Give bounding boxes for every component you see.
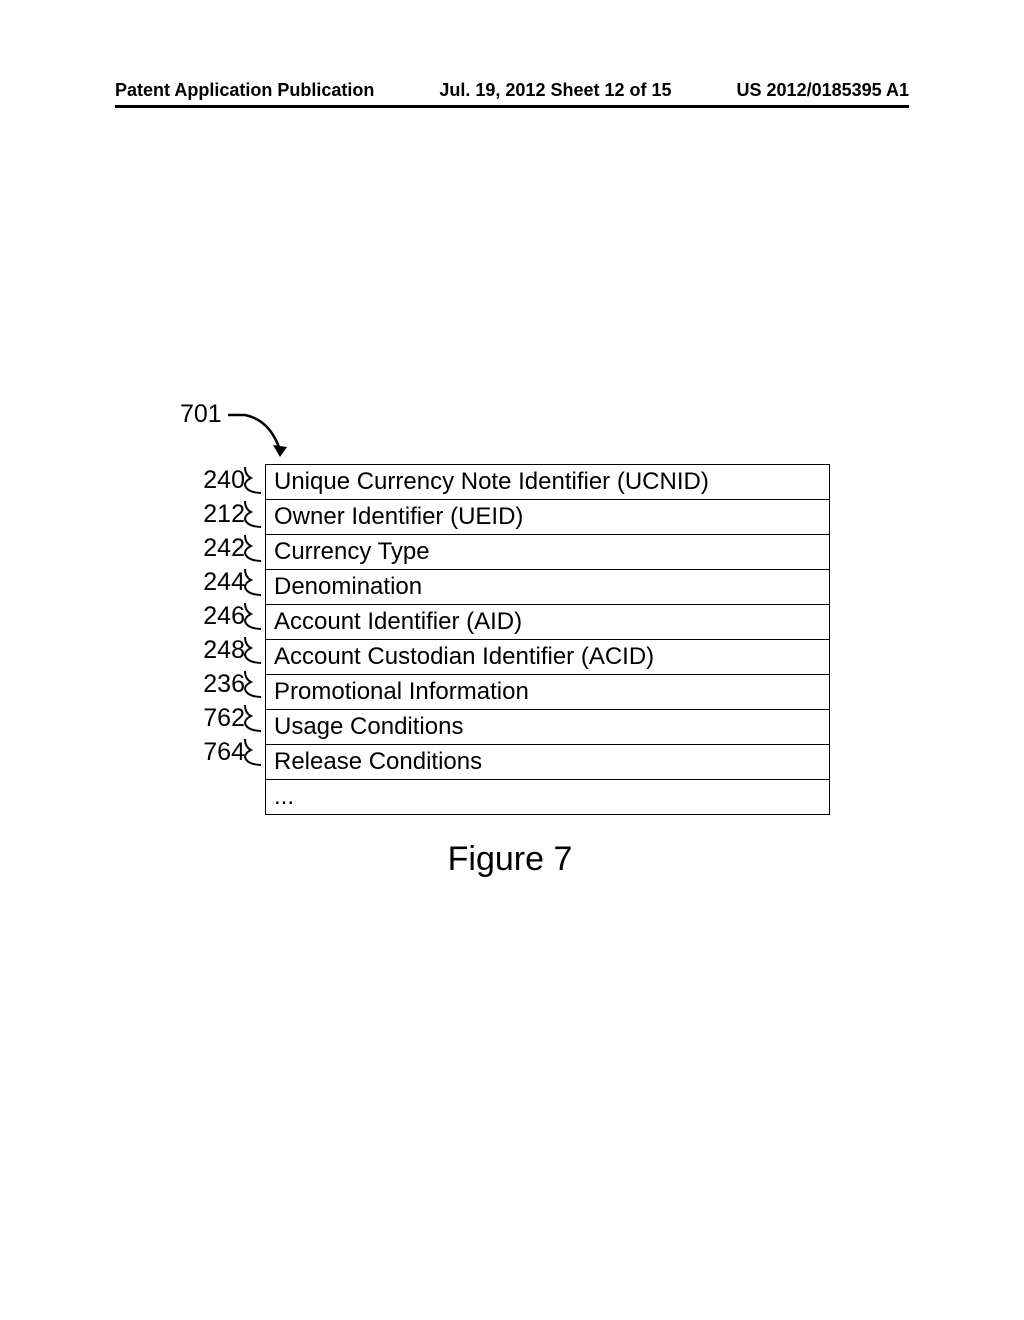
reference-numeral: 762 xyxy=(190,704,245,733)
page-header: Patent Application Publication Jul. 19, … xyxy=(0,80,1024,108)
table-cell: Promotional Information xyxy=(266,675,830,710)
table-cell: Account Custodian Identifier (ACID) xyxy=(266,640,830,675)
curly-brace-icon xyxy=(243,635,261,665)
reference-numeral: 236 xyxy=(190,670,245,699)
header-rule xyxy=(115,105,909,108)
header-left: Patent Application Publication xyxy=(115,80,374,101)
table-row: Account Custodian Identifier (ACID) xyxy=(266,640,830,675)
table-row: Currency Type xyxy=(266,535,830,570)
table-row: Unique Currency Note Identifier (UCNID) xyxy=(266,465,830,500)
table-cell: Unique Currency Note Identifier (UCNID) xyxy=(266,465,830,500)
reference-numeral: 240 xyxy=(190,466,245,495)
arrow-pointer-icon xyxy=(225,405,295,465)
table-cell: Usage Conditions xyxy=(266,710,830,745)
data-structure-table: Unique Currency Note Identifier (UCNID)O… xyxy=(265,464,830,815)
reference-numeral: 244 xyxy=(190,568,245,597)
reference-numeral: 246 xyxy=(190,602,245,631)
table-cell: Denomination xyxy=(266,570,830,605)
table-cell: Currency Type xyxy=(266,535,830,570)
curly-brace-icon xyxy=(243,669,261,699)
reference-numeral: 248 xyxy=(190,636,245,665)
table-row: ... xyxy=(266,780,830,815)
curly-brace-icon xyxy=(243,703,261,733)
page: Patent Application Publication Jul. 19, … xyxy=(0,0,1024,1320)
figure-caption: Figure 7 xyxy=(190,840,830,879)
table-cell: ... xyxy=(266,780,830,815)
table-row: Promotional Information xyxy=(266,675,830,710)
curly-brace-icon xyxy=(243,567,261,597)
table-row: Account Identifier (AID) xyxy=(266,605,830,640)
table-cell: Account Identifier (AID) xyxy=(266,605,830,640)
table-row: Release Conditions xyxy=(266,745,830,780)
table-cell: Release Conditions xyxy=(266,745,830,780)
table-row: Usage Conditions xyxy=(266,710,830,745)
reference-numeral: 764 xyxy=(190,738,245,767)
curly-brace-icon xyxy=(243,533,261,563)
reference-numeral-main: 701 xyxy=(180,400,222,429)
curly-brace-icon xyxy=(243,601,261,631)
table-row: Owner Identifier (UEID) xyxy=(266,500,830,535)
header-row: Patent Application Publication Jul. 19, … xyxy=(115,80,909,101)
curly-brace-icon xyxy=(243,499,261,529)
header-right: US 2012/0185395 A1 xyxy=(737,80,909,101)
reference-numeral: 212 xyxy=(190,500,245,529)
reference-numeral: 242 xyxy=(190,534,245,563)
table-cell: Owner Identifier (UEID) xyxy=(266,500,830,535)
curly-brace-icon xyxy=(243,737,261,767)
curly-brace-icon xyxy=(243,465,261,495)
header-center: Jul. 19, 2012 Sheet 12 of 15 xyxy=(439,80,671,101)
table-row: Denomination xyxy=(266,570,830,605)
